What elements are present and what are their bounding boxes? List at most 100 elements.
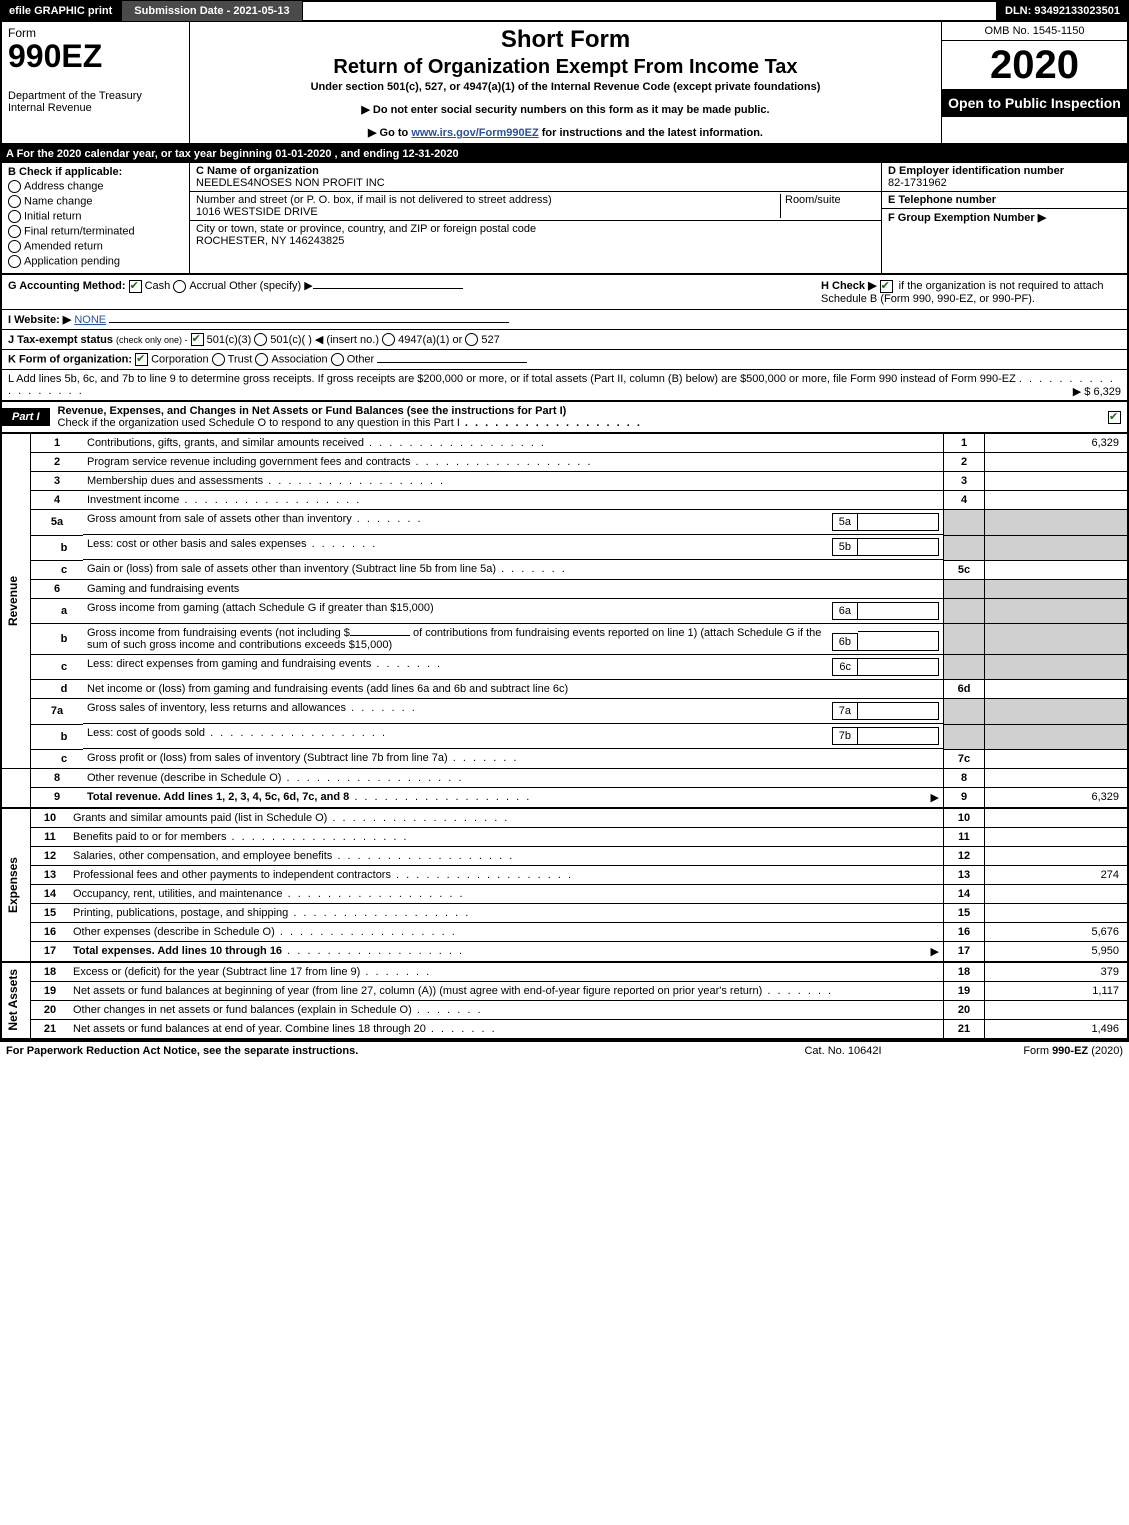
- j-note: (check only one) -: [116, 335, 188, 345]
- g-label: G Accounting Method:: [8, 280, 126, 292]
- table-row: 13Professional fees and other payments t…: [1, 865, 1128, 884]
- chk-other-org[interactable]: [331, 353, 344, 366]
- row-website: I Website: ▶ NONE: [0, 310, 1129, 330]
- l-amount: ▶ $ 6,329: [1073, 385, 1121, 398]
- city-state-zip: ROCHESTER, NY 146243825: [196, 235, 344, 247]
- website-value[interactable]: NONE: [74, 314, 106, 326]
- chk-cash[interactable]: [129, 280, 142, 293]
- table-row: 16Other expenses (describe in Schedule O…: [1, 922, 1128, 941]
- opt-other-org: Other: [347, 354, 375, 366]
- chk-final-return[interactable]: Final return/terminated: [8, 225, 183, 238]
- chk-address-change[interactable]: Address change: [8, 180, 183, 193]
- b-label: B Check if applicable:: [8, 166, 183, 178]
- chk-association[interactable]: [255, 353, 268, 366]
- efile-print-label[interactable]: efile GRAPHIC print: [0, 0, 121, 22]
- table-row: Net Assets 18Excess or (deficit) for the…: [1, 963, 1128, 982]
- room-suite-label: Room/suite: [780, 194, 875, 218]
- header-right: OMB No. 1545-1150 2020 Open to Public In…: [941, 22, 1127, 143]
- line-rnum: 1: [944, 434, 985, 453]
- department-label: Department of the Treasury Internal Reve…: [8, 90, 183, 114]
- instruction-no-ssn: ▶ Do not enter social security numbers o…: [196, 103, 935, 116]
- chk-trust[interactable]: [212, 353, 225, 366]
- instruction-goto: ▶ Go to www.irs.gov/Form990EZ for instru…: [196, 126, 935, 139]
- top-bar: efile GRAPHIC print Submission Date - 20…: [0, 0, 1129, 22]
- chk-501c3[interactable]: [191, 333, 204, 346]
- form-number: 990EZ: [8, 40, 183, 72]
- irs-link[interactable]: www.irs.gov/Form990EZ: [411, 127, 538, 139]
- table-row: 5aGross amount from sale of assets other…: [1, 510, 1128, 536]
- subtitle: Under section 501(c), 527, or 4947(a)(1)…: [196, 81, 935, 93]
- table-row: 19Net assets or fund balances at beginni…: [1, 981, 1128, 1000]
- part1-tab: Part I: [2, 408, 50, 426]
- opt-527: 527: [481, 334, 499, 346]
- chk-accrual[interactable]: [173, 280, 186, 293]
- line-value: 6,329: [985, 434, 1129, 453]
- table-row: 15Printing, publications, postage, and s…: [1, 903, 1128, 922]
- chk-501c[interactable]: [254, 333, 267, 346]
- opt-4947: 4947(a)(1) or: [398, 334, 462, 346]
- schedule-b-check: H Check ▶ if the organization is not req…: [821, 279, 1121, 305]
- instr2-post: for instructions and the latest informat…: [539, 127, 763, 139]
- table-row: cGain or (loss) from sale of assets othe…: [1, 560, 1128, 579]
- omb-number: OMB No. 1545-1150: [942, 22, 1127, 41]
- other-org-line[interactable]: [377, 362, 527, 363]
- topbar-spacer: [303, 0, 996, 22]
- opt-501c3: 501(c)(3): [207, 334, 252, 346]
- box-6a: [858, 602, 939, 620]
- col-b-checkboxes: B Check if applicable: Address change Na…: [2, 163, 190, 273]
- other-specify-line[interactable]: [313, 288, 463, 289]
- instr2-pre: ▶ Go to: [368, 127, 411, 139]
- row-tax-exempt: J Tax-exempt status (check only one) - 5…: [0, 330, 1129, 351]
- table-row: 8Other revenue (describe in Schedule O)8: [1, 768, 1128, 787]
- dln-label: DLN: 93492133023501: [996, 0, 1129, 22]
- opt-501c: 501(c)( ) ◀ (insert no.): [270, 334, 379, 346]
- website-underline: [109, 322, 509, 323]
- section-bcdef: B Check if applicable: Address change Na…: [0, 163, 1129, 275]
- table-row: dNet income or (loss) from gaming and fu…: [1, 680, 1128, 699]
- chk-initial-return[interactable]: Initial return: [8, 210, 183, 223]
- table-row: 6Gaming and fundraising events: [1, 579, 1128, 598]
- f-label: F Group Exemption Number ▶: [888, 212, 1046, 224]
- box-5b: [858, 538, 939, 556]
- col-def: D Employer identification number 82-1731…: [881, 163, 1127, 273]
- table-row: 21Net assets or fund balances at end of …: [1, 1019, 1128, 1039]
- header-center: Short Form Return of Organization Exempt…: [190, 22, 941, 143]
- row-l-gross-receipts: L Add lines 5b, 6c, and 7b to line 9 to …: [0, 370, 1129, 402]
- table-row: aGross income from gaming (attach Schedu…: [1, 598, 1128, 624]
- part1-checkbox[interactable]: [1105, 411, 1127, 424]
- table-row: 20Other changes in net assets or fund ba…: [1, 1000, 1128, 1019]
- form-footer: Form 990-EZ (2020): [943, 1045, 1123, 1057]
- table-row: Expenses 10Grants and similar amounts pa…: [1, 809, 1128, 828]
- form-header: Form 990EZ Department of the Treasury In…: [0, 22, 1129, 145]
- box-7b: [858, 727, 939, 745]
- cell-ein: D Employer identification number 82-1731…: [882, 163, 1127, 192]
- chk-name-change[interactable]: Name change: [8, 195, 183, 208]
- row-g-h: G Accounting Method: Cash Accrual Other …: [0, 275, 1129, 310]
- org-name: NEEDLES4NOSES NON PROFIT INC: [196, 177, 385, 189]
- expenses-table: Expenses 10Grants and similar amounts pa…: [0, 809, 1129, 963]
- chk-amended-return[interactable]: Amended return: [8, 240, 183, 253]
- chk-corporation[interactable]: [135, 353, 148, 366]
- d-label: D Employer identification number: [888, 165, 1064, 177]
- table-row: 4Investment income4: [1, 491, 1128, 510]
- e-label: E Telephone number: [888, 194, 996, 206]
- submission-date-label: Submission Date - 2021-05-13: [121, 0, 302, 22]
- chk-4947[interactable]: [382, 333, 395, 346]
- header-left: Form 990EZ Department of the Treasury In…: [2, 22, 190, 143]
- title-return: Return of Organization Exempt From Incom…: [196, 56, 935, 79]
- table-row: bLess: cost of goods sold7b: [1, 724, 1128, 749]
- line-a-tax-year: A For the 2020 calendar year, or tax yea…: [0, 145, 1129, 163]
- row-org-name: C Name of organization NEEDLES4NOSES NON…: [190, 163, 881, 192]
- page-footer: For Paperwork Reduction Act Notice, see …: [0, 1040, 1129, 1060]
- box-6c: [858, 658, 939, 676]
- table-row: cGross profit or (loss) from sales of in…: [1, 749, 1128, 768]
- opt-association: Association: [271, 354, 327, 366]
- opt-corporation: Corporation: [151, 354, 208, 366]
- table-row: Revenue 1Contributions, gifts, grants, a…: [1, 434, 1128, 453]
- chk-application-pending[interactable]: Application pending: [8, 255, 183, 268]
- side-netassets: Net Assets: [6, 969, 20, 1031]
- chk-schedule-b[interactable]: [880, 280, 893, 293]
- table-row: 2Program service revenue including gover…: [1, 453, 1128, 472]
- chk-527[interactable]: [465, 333, 478, 346]
- row-form-org: K Form of organization: Corporation Trus…: [0, 350, 1129, 370]
